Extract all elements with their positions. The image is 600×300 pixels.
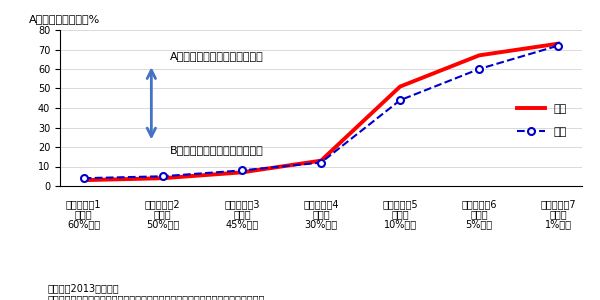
米国 [159, 174, 166, 178]
Text: 組み合わせ6: 組み合わせ6 [461, 200, 497, 210]
Text: Aが望ましい（リスク愛好的）: Aが望ましい（リスク愛好的） [170, 51, 263, 61]
米国 [554, 44, 562, 47]
米国 [238, 169, 245, 172]
Text: Bが望ましい（リスク回避的）: Bが望ましい（リスク回避的） [170, 146, 263, 155]
Text: （注）、2013年の値。: （注）、2013年の値。 [48, 284, 119, 293]
Text: 45%減少: 45%減少 [225, 219, 259, 229]
日本 [238, 170, 245, 174]
米国 [80, 176, 88, 180]
Text: （資料）大阪大学社会経済研究所「くらしの好みと満足度についてのアンケート」: （資料）大阪大学社会経済研究所「くらしの好みと満足度についてのアンケート」 [48, 294, 265, 300]
米国 [397, 98, 404, 102]
Text: 組み合わせ5: 組み合わせ5 [382, 200, 418, 210]
日本 [397, 85, 404, 88]
Text: ２倍か: ２倍か [75, 209, 92, 219]
Text: ２倍か: ２倍か [312, 209, 330, 219]
Text: 組み合わせ3: 組み合わせ3 [224, 200, 260, 210]
Line: 米国: 米国 [80, 42, 562, 182]
Text: ２倍か: ２倍か [550, 209, 567, 219]
米国 [317, 161, 325, 164]
Text: 組み合わせ4: 組み合わせ4 [303, 200, 339, 210]
日本 [159, 176, 166, 180]
Text: 10%減少: 10%減少 [383, 219, 416, 229]
Text: 30%減少: 30%減少 [304, 219, 338, 229]
Text: ２倍か: ２倍か [154, 209, 172, 219]
Text: 組み合わせ2: 組み合わせ2 [145, 200, 181, 210]
Text: Aと回答した割合、%: Aと回答した割合、% [29, 14, 100, 24]
Text: 5%減少: 5%減少 [466, 219, 493, 229]
Text: ２倍か: ２倍か [470, 209, 488, 219]
日本 [80, 178, 88, 182]
日本 [317, 159, 325, 163]
Text: 60%減少: 60%減少 [67, 219, 100, 229]
Line: 日本: 日本 [84, 44, 558, 180]
Text: 1%減少: 1%減少 [545, 219, 572, 229]
Text: 50%減少: 50%減少 [146, 219, 179, 229]
Text: 組み合わせ1: 組み合わせ1 [66, 200, 101, 210]
Legend: 日本, 米国: 日本, 米国 [512, 99, 571, 142]
日本 [476, 53, 483, 57]
Text: ２倍か: ２倍か [391, 209, 409, 219]
Text: ２倍か: ２倍か [233, 209, 251, 219]
日本 [554, 42, 562, 45]
米国 [476, 67, 483, 71]
Text: 組み合わせ7: 組み合わせ7 [541, 200, 576, 210]
